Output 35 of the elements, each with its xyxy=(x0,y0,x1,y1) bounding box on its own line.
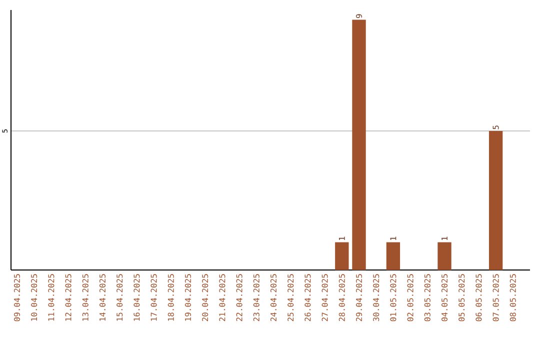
x-tick-label: 30.04.2025 xyxy=(373,274,380,322)
data-label: 1 xyxy=(442,236,448,240)
x-tick-label: 02.05.2025 xyxy=(407,274,414,322)
x-tick-label: 21.04.2025 xyxy=(219,274,226,322)
data-label: 1 xyxy=(338,236,345,240)
x-tick-label: 14.04.2025 xyxy=(99,274,106,321)
x-tick-label: 15.04.2025 xyxy=(116,274,123,321)
x-tick-label: 25.04.2025 xyxy=(288,274,294,322)
x-tick-label: 20.04.2025 xyxy=(202,274,208,322)
x-tick-label: 09.04.2025 xyxy=(14,274,20,322)
x-tick-label: 13.04.2025 xyxy=(82,274,88,321)
x-tick-label: 06.05.2025 xyxy=(476,274,482,322)
x-tick-label: 03.05.2025 xyxy=(424,274,430,322)
x-tick-label: 10.04.2025 xyxy=(31,274,38,321)
data-label: 9 xyxy=(356,14,362,18)
x-tick-label: 05.05.2025 xyxy=(458,274,465,322)
x-tick-label: 01.05.2025 xyxy=(390,274,396,322)
x-tick-label: 08.05.2025 xyxy=(510,274,516,322)
x-tick-label: 23.04.2025 xyxy=(253,274,260,322)
x-tick-label: 16.04.2025 xyxy=(134,274,140,321)
x-tick-label: 11.04.2025 xyxy=(48,274,54,321)
x-tick-label: 22.04.2025 xyxy=(236,274,242,322)
x-tick-label: 18.04.2025 xyxy=(168,274,174,321)
x-tick-label: 29.04.2025 xyxy=(356,274,362,322)
x-tick-label: 04.05.2025 xyxy=(441,274,448,322)
x-tick-label: 26.04.2025 xyxy=(304,274,311,322)
x-tick-label: 12.04.2025 xyxy=(65,274,72,321)
data-label: 1 xyxy=(390,236,396,240)
x-tick-label: 07.05.2025 xyxy=(492,274,499,322)
x-tick-label: 24.04.2025 xyxy=(270,274,277,322)
x-tick-label: 27.04.2025 xyxy=(322,274,328,322)
data-label: 5 xyxy=(492,126,499,130)
x-tick-label: 19.04.2025 xyxy=(184,274,192,321)
x-tick-label: 28.04.2025 xyxy=(338,274,345,322)
x-tick-label: 17.04.2025 xyxy=(150,274,157,321)
